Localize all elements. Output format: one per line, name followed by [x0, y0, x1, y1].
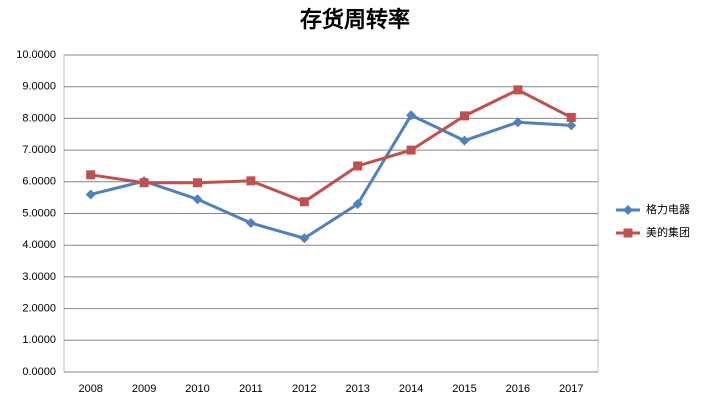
marker — [86, 170, 96, 180]
series-line — [90, 113, 572, 240]
marker — [459, 135, 470, 146]
y-tick-label: 7.0000 — [22, 144, 56, 156]
x-tick-label: 2011 — [239, 383, 263, 395]
x-tick-label: 2012 — [292, 383, 316, 395]
y-tick-label: 10.0000 — [16, 49, 56, 61]
marker — [193, 178, 202, 188]
x-tick-label: 2010 — [185, 383, 209, 395]
series-line — [90, 88, 572, 204]
marker — [512, 117, 523, 128]
x-tick-label: 2014 — [399, 383, 423, 395]
marker — [299, 197, 309, 207]
marker — [246, 176, 256, 186]
legend-marker — [623, 205, 633, 215]
marker — [353, 161, 363, 171]
marker — [299, 233, 310, 244]
legend-marker — [623, 228, 633, 238]
chart-title: 存货周转率 — [300, 7, 410, 33]
marker — [513, 85, 523, 95]
x-tick-label: 2013 — [345, 383, 369, 395]
legend-label: 格力电器 — [646, 202, 690, 216]
marker — [245, 218, 256, 229]
y-tick-label: 6.0000 — [22, 176, 56, 188]
x-tick-label: 2016 — [506, 383, 530, 395]
y-tick-label: 9.0000 — [22, 81, 56, 93]
y-tick-label: 1.0000 — [22, 334, 56, 346]
marker — [460, 111, 469, 121]
x-tick-label: 2009 — [132, 383, 156, 395]
marker — [352, 198, 363, 209]
y-tick-label: 5.0000 — [22, 207, 56, 219]
marker — [566, 120, 577, 131]
legend-label: 美的集团 — [646, 225, 690, 239]
marker — [566, 112, 576, 122]
x-tick-label: 2015 — [452, 383, 476, 395]
marker — [192, 194, 203, 205]
y-tick-label: 0.0000 — [22, 366, 56, 378]
x-tick-label: 2008 — [78, 383, 102, 395]
marker — [406, 110, 417, 121]
marker — [406, 145, 416, 155]
y-tick-label: 4.0000 — [22, 239, 56, 251]
y-tick-label: 8.0000 — [22, 112, 56, 124]
y-tick-label: 2.0000 — [22, 303, 56, 315]
marker — [139, 178, 149, 188]
x-tick-label: 2017 — [559, 383, 583, 395]
marker — [85, 189, 96, 200]
y-tick-label: 3.0000 — [22, 271, 56, 283]
